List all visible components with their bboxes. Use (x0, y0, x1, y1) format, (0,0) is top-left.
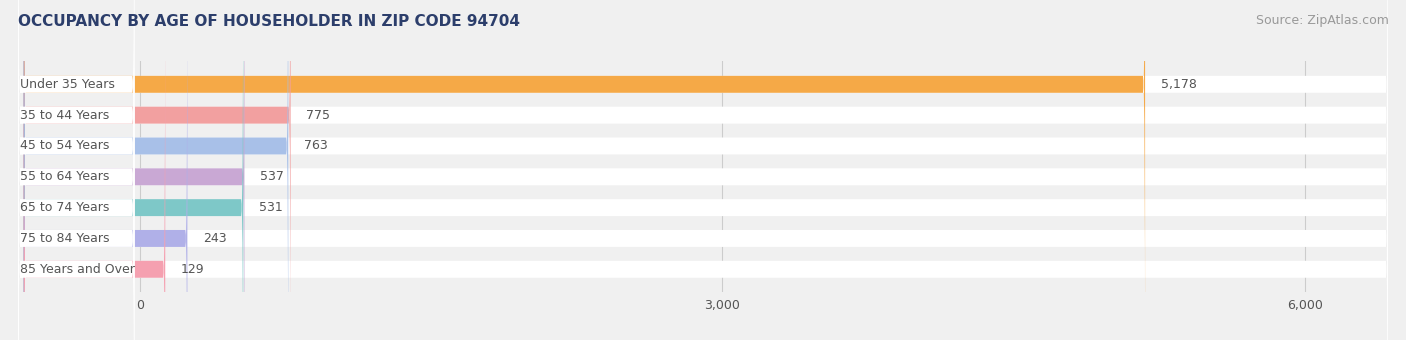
FancyBboxPatch shape (24, 0, 288, 340)
Text: 129: 129 (181, 263, 204, 276)
Text: 5,178: 5,178 (1160, 78, 1197, 91)
Text: 243: 243 (202, 232, 226, 245)
FancyBboxPatch shape (24, 0, 187, 340)
FancyBboxPatch shape (18, 0, 135, 340)
FancyBboxPatch shape (24, 0, 1144, 340)
FancyBboxPatch shape (18, 0, 135, 340)
Text: 85 Years and Over: 85 Years and Over (20, 263, 135, 276)
Text: 775: 775 (307, 109, 330, 122)
Text: Source: ZipAtlas.com: Source: ZipAtlas.com (1256, 14, 1389, 27)
Text: 763: 763 (304, 139, 328, 152)
FancyBboxPatch shape (18, 0, 135, 340)
FancyBboxPatch shape (24, 0, 291, 340)
Text: 65 to 74 Years: 65 to 74 Years (20, 201, 110, 214)
Text: 537: 537 (260, 170, 284, 183)
FancyBboxPatch shape (18, 0, 1388, 340)
FancyBboxPatch shape (18, 0, 1388, 340)
Text: 75 to 84 Years: 75 to 84 Years (20, 232, 110, 245)
Text: 45 to 54 Years: 45 to 54 Years (20, 139, 110, 152)
FancyBboxPatch shape (18, 0, 135, 340)
FancyBboxPatch shape (18, 0, 1388, 340)
Text: Under 35 Years: Under 35 Years (20, 78, 115, 91)
FancyBboxPatch shape (18, 0, 135, 340)
FancyBboxPatch shape (18, 0, 1388, 340)
FancyBboxPatch shape (18, 0, 1388, 340)
FancyBboxPatch shape (18, 0, 135, 340)
FancyBboxPatch shape (18, 0, 135, 340)
FancyBboxPatch shape (18, 0, 1388, 340)
Text: OCCUPANCY BY AGE OF HOUSEHOLDER IN ZIP CODE 94704: OCCUPANCY BY AGE OF HOUSEHOLDER IN ZIP C… (18, 14, 520, 29)
FancyBboxPatch shape (24, 0, 245, 340)
FancyBboxPatch shape (24, 0, 166, 340)
FancyBboxPatch shape (18, 0, 1388, 340)
Text: 35 to 44 Years: 35 to 44 Years (20, 109, 110, 122)
Text: 531: 531 (259, 201, 283, 214)
FancyBboxPatch shape (24, 0, 243, 340)
Text: 55 to 64 Years: 55 to 64 Years (20, 170, 110, 183)
